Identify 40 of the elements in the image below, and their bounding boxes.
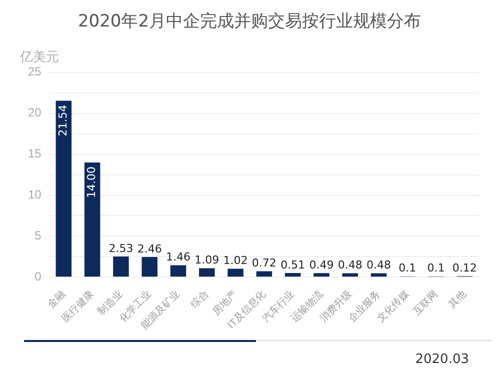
bar xyxy=(370,273,387,277)
data-label: 0.1 xyxy=(398,262,416,275)
data-label: 0.1 xyxy=(427,262,445,275)
x-tick-label: 金融 xyxy=(45,288,68,311)
data-label: 14.00 xyxy=(85,166,98,198)
data-label: 0.12 xyxy=(452,262,477,275)
bar xyxy=(256,271,272,277)
x-tick-label: 综合 xyxy=(188,288,211,311)
bar xyxy=(170,265,186,277)
y-tick-label: 5 xyxy=(34,228,42,243)
bar xyxy=(56,100,72,277)
data-label: 0.48 xyxy=(338,258,362,272)
bar xyxy=(142,257,158,277)
y-axis-title: 亿美元 xyxy=(20,49,59,66)
data-label: 21.54 xyxy=(56,104,70,136)
data-label: 2.46 xyxy=(137,242,162,256)
data-label: 2.53 xyxy=(108,242,134,255)
y-tick-label: 25 xyxy=(28,64,42,79)
data-label: 1.02 xyxy=(223,254,248,268)
bar xyxy=(284,272,301,277)
bar xyxy=(342,273,358,277)
x-tick-label: 互联网 xyxy=(410,288,440,318)
data-label: 1.46 xyxy=(166,250,190,264)
x-tick-label: 其他 xyxy=(446,288,469,311)
y-tick-label: 10 xyxy=(28,188,42,202)
y-tick-label: 15 xyxy=(28,146,42,161)
data-label: 0.48 xyxy=(366,258,391,272)
data-label: 1.09 xyxy=(194,254,220,267)
bar xyxy=(199,268,215,277)
bar xyxy=(228,268,244,277)
bar xyxy=(113,256,129,277)
data-label: 0.51 xyxy=(280,258,306,272)
chart-title: 2020年2月中企完成并购交易按行业规模分布 xyxy=(78,12,422,32)
text: 2020.03 xyxy=(415,352,469,367)
y-tick-label: 0 xyxy=(34,269,42,284)
data-label: 0.72 xyxy=(252,256,276,270)
data-label: 0.49 xyxy=(309,258,334,272)
bar xyxy=(314,273,330,277)
y-tick-label: 20 xyxy=(28,106,42,120)
bar xyxy=(84,162,100,277)
